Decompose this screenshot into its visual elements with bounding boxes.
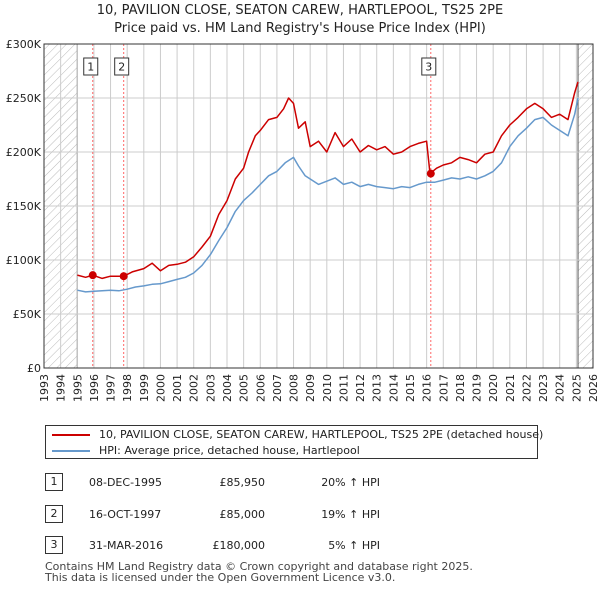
x-tick-label: 2021	[504, 374, 517, 402]
x-tick-label: 1993	[38, 374, 51, 402]
footer-line-1: Contains HM Land Registry data © Crown c…	[45, 560, 473, 573]
y-tick-label: £0	[27, 362, 41, 375]
x-tick-label: 2024	[554, 374, 567, 402]
x-tick-label: 1995	[71, 374, 84, 402]
title-line-1: 10, PAVILION CLOSE, SEATON CAREW, HARTLE…	[96, 3, 504, 18]
y-tick-label: £50K	[13, 308, 42, 321]
x-tick-label: 2025	[570, 374, 583, 402]
x-tick-label: 2012	[354, 374, 367, 402]
x-tick-label: 2010	[321, 374, 334, 402]
x-tick-label: 2026	[587, 374, 600, 402]
x-tick-label: 2007	[271, 374, 284, 402]
x-tick-label: 2015	[404, 374, 417, 402]
x-tick-label: 2018	[454, 374, 467, 402]
y-tick-label: £200K	[6, 146, 42, 159]
y-tick-label: £250K	[6, 92, 42, 105]
x-tick-label: 2008	[288, 374, 301, 402]
x-tick-label: 2000	[154, 374, 167, 402]
sale-label-box	[114, 57, 130, 76]
sale-point	[426, 169, 435, 178]
plot-frame	[43, 43, 594, 369]
transaction-number: 3	[45, 536, 63, 554]
transaction-date: 31-MAR-2016	[89, 539, 164, 552]
transaction-price: £180,000	[212, 539, 266, 552]
x-tick-label: 2013	[371, 374, 384, 402]
x-tick-label: 2006	[254, 374, 267, 402]
x-tick-label: 1997	[105, 374, 118, 402]
transaction-date: 16-OCT-1997	[89, 508, 162, 521]
sale-label-number: 2	[118, 61, 125, 74]
x-tick-label: 2009	[304, 374, 317, 402]
legend-swatch-property	[52, 434, 90, 436]
transaction-price: £85,950	[219, 476, 266, 489]
legend-label-hpi: HPI: Average price, detached house, Hart…	[99, 444, 360, 457]
x-tick-label: 2014	[387, 374, 400, 402]
x-tick-label: 2011	[337, 374, 350, 402]
transaction-number: 1	[45, 473, 63, 491]
legend: 10, PAVILION CLOSE, SEATON CAREW, HARTLE…	[45, 425, 543, 459]
transaction-hpi: 19% ↑ HPI	[321, 508, 380, 521]
x-tick-label: 2017	[437, 374, 450, 402]
transaction-number: 2	[45, 505, 63, 523]
y-tick-label: £300K	[6, 38, 42, 51]
hpi-line	[77, 97, 579, 293]
legend-label-property: 10, PAVILION CLOSE, SEATON CAREW, HARTLE…	[99, 428, 544, 441]
x-tick-label: 2023	[537, 374, 550, 402]
sale-label-number: 1	[87, 61, 94, 74]
sale-label-number: 3	[425, 61, 432, 74]
property-price-line	[77, 81, 579, 280]
chart-title: 10, PAVILION CLOSE, SEATON CAREW, HARTLE…	[0, 2, 600, 38]
x-tick-label: 2020	[487, 374, 500, 402]
sale-point	[119, 272, 128, 281]
x-tick-label: 2004	[221, 374, 234, 402]
footer: Contains HM Land Registry data © Crown c…	[45, 561, 473, 583]
x-tick-label: 2022	[520, 374, 533, 402]
footer-line-2: This data is licensed under the Open Gov…	[45, 571, 396, 584]
transaction-price: £85,000	[219, 508, 266, 521]
sale-label-box	[421, 57, 437, 76]
x-tick-label: 2016	[421, 374, 434, 402]
legend-swatch-hpi	[52, 450, 90, 452]
x-tick-label: 2019	[471, 374, 484, 402]
y-tick-label: £100K	[6, 254, 42, 267]
x-tick-label: 2001	[171, 374, 184, 402]
transaction-date: 08-DEC-1995	[89, 476, 163, 489]
transaction-hpi: 20% ↑ HPI	[321, 476, 380, 489]
x-tick-label: 1994	[55, 374, 68, 402]
x-tick-label: 1999	[138, 374, 151, 402]
title-line-2: Price paid vs. HM Land Registry's House …	[114, 21, 486, 36]
x-tick-label: 1998	[121, 374, 134, 402]
sale-label-box	[83, 57, 99, 76]
x-tick-label: 2003	[204, 374, 217, 402]
transaction-hpi: 5% ↑ HPI	[328, 539, 380, 552]
x-tick-label: 1996	[88, 374, 101, 402]
price-chart: 1 2 3 £0 £50K £100K £150K £200K £250K £300K 1993 1…	[6, 38, 600, 402]
sale-point	[88, 271, 97, 280]
x-tick-label: 2002	[188, 374, 201, 402]
y-tick-label: £150K	[6, 200, 42, 213]
x-tick-label: 2005	[238, 374, 251, 402]
